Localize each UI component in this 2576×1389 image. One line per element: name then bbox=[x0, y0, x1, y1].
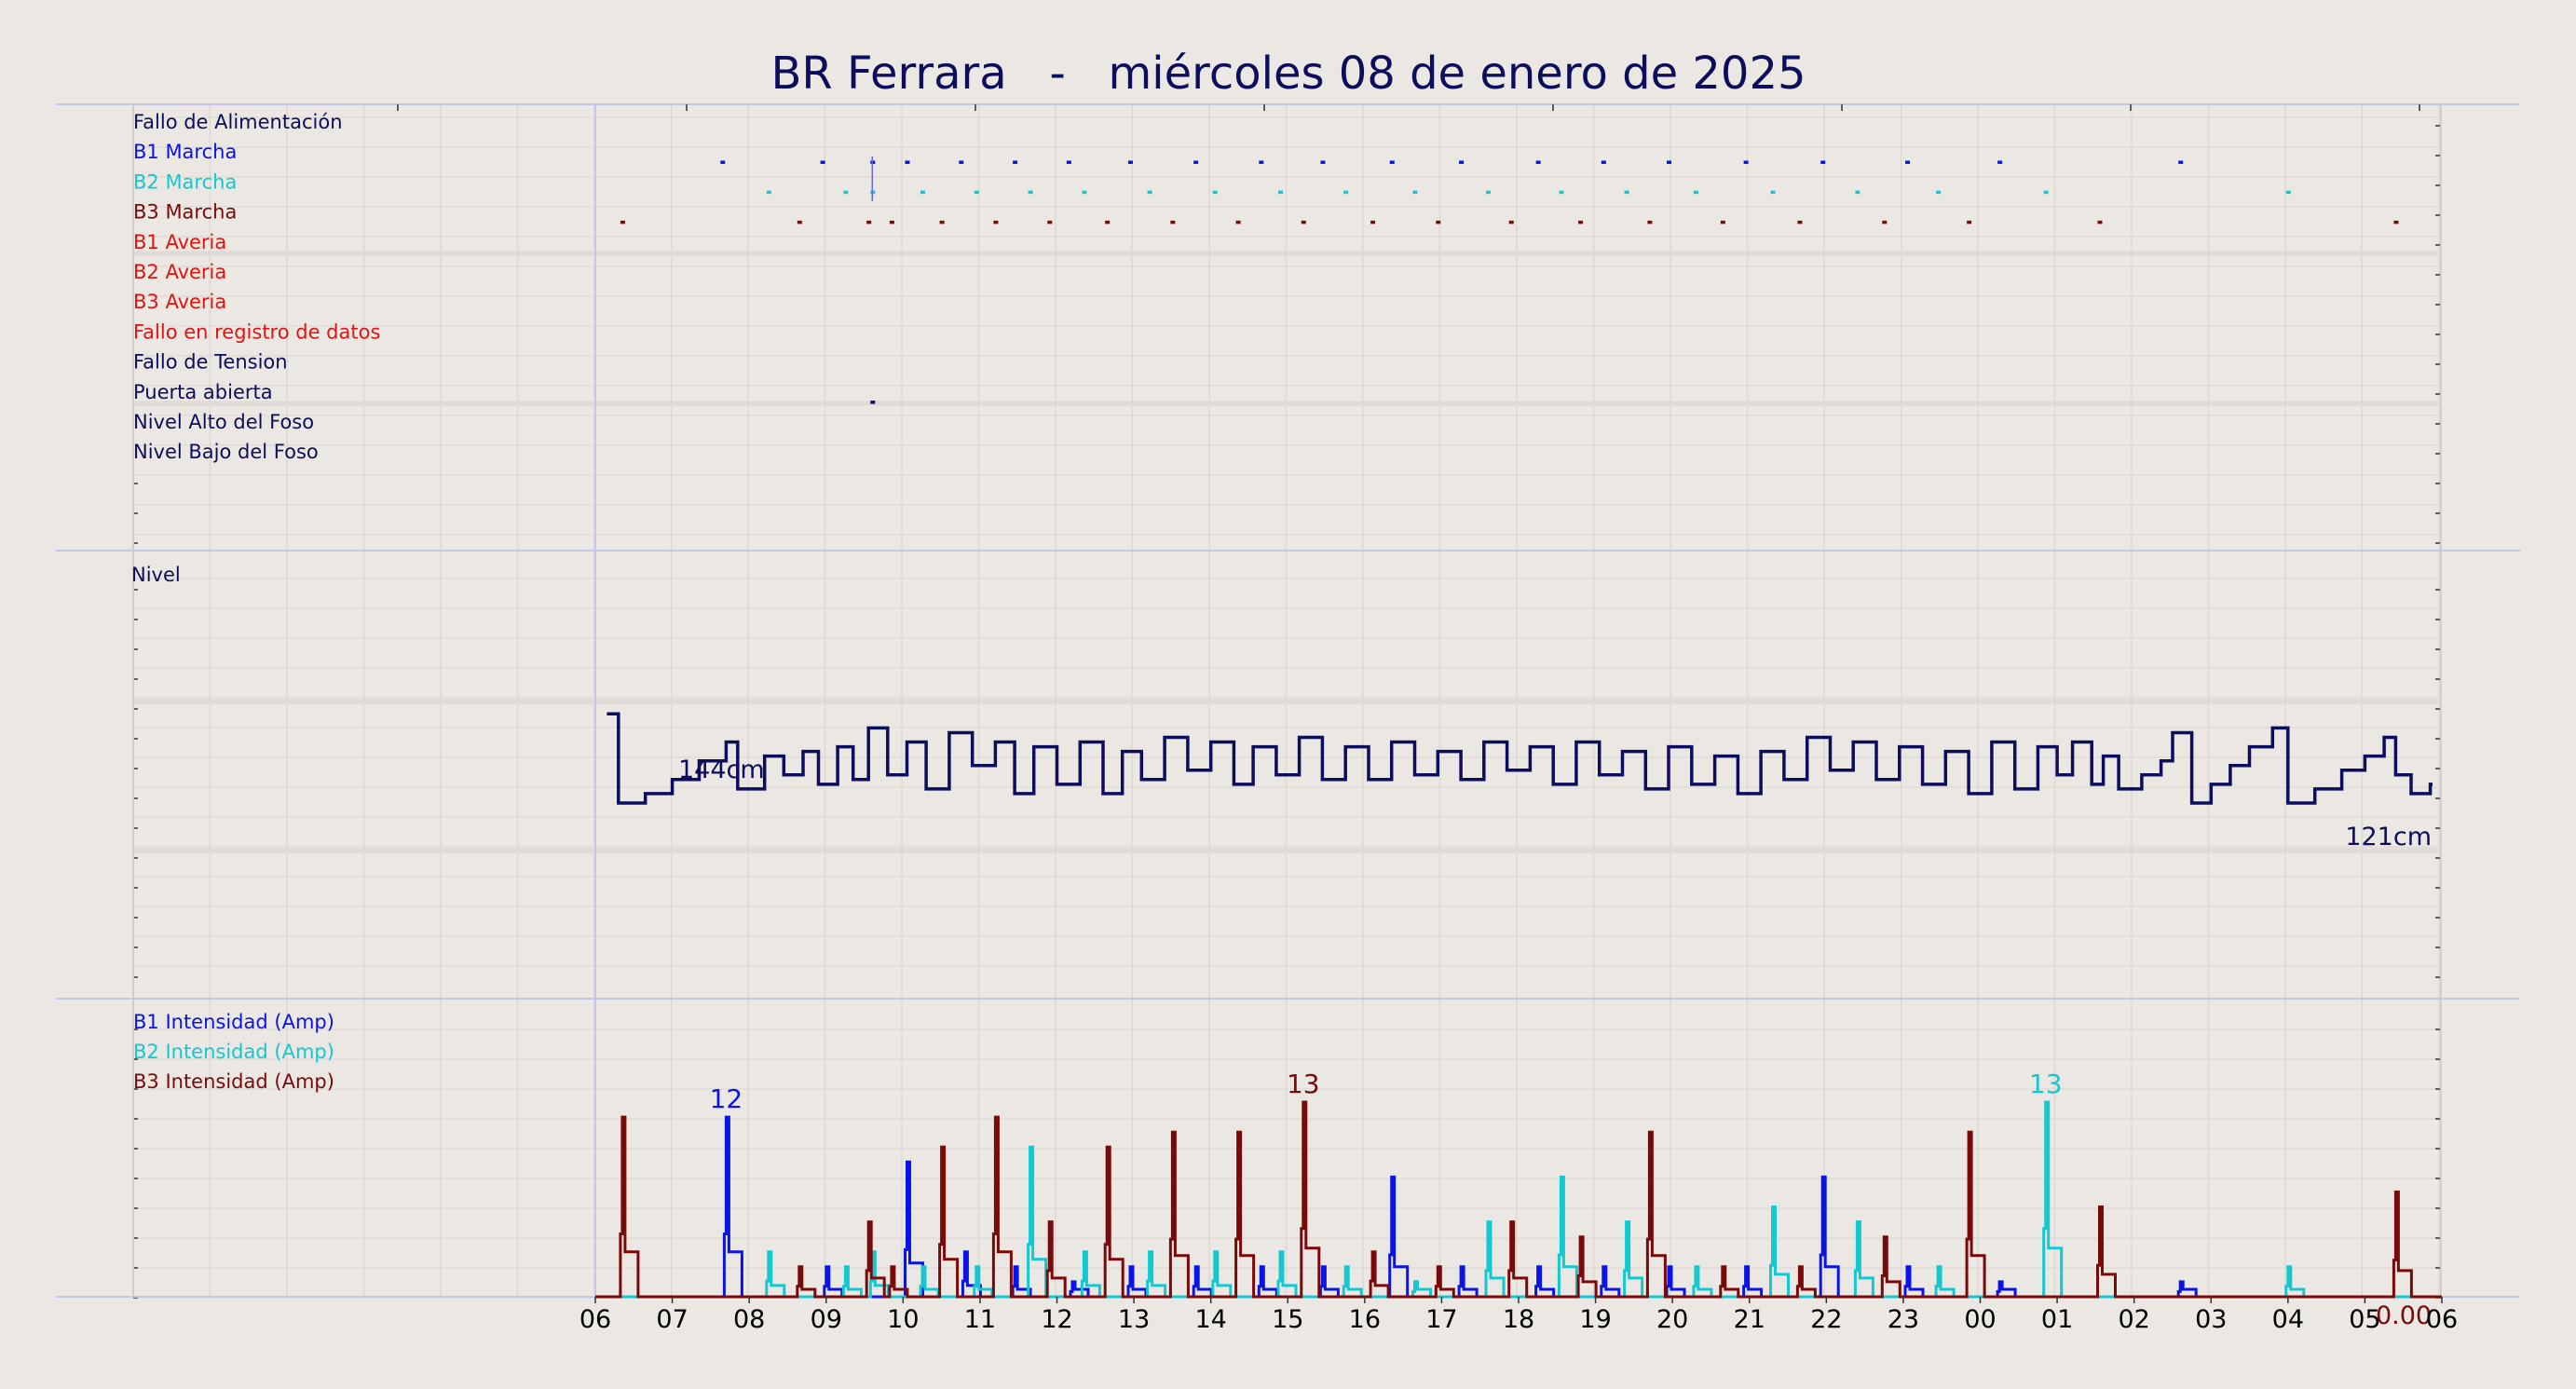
event-row-label: Fallo de Alimentación bbox=[133, 111, 343, 133]
event-row-label: Fallo en registro de datos bbox=[133, 320, 380, 343]
current-series-line bbox=[595, 1100, 2442, 1299]
chart-title: BR Ferrara - miércoles 08 de enero de 20… bbox=[770, 48, 1806, 100]
x-tick-label: 12 bbox=[1041, 1305, 1072, 1334]
current-legend-entry: B2 Intensidad (Amp) bbox=[133, 1041, 334, 1063]
current-legend-entry: B1 Intensidad (Amp) bbox=[133, 1011, 334, 1033]
level-line bbox=[607, 712, 2433, 805]
x-tick-label: 20 bbox=[1656, 1305, 1688, 1334]
event-row-label: Nivel Bajo del Foso bbox=[133, 441, 319, 463]
x-tick-label: 17 bbox=[1425, 1305, 1457, 1334]
x-tick-label: 09 bbox=[811, 1305, 842, 1334]
level-label: Nivel bbox=[131, 564, 181, 586]
x-tick-label: 18 bbox=[1503, 1305, 1534, 1334]
current-peak-label: 13 bbox=[2029, 1069, 2063, 1099]
x-tick-label: 05 bbox=[2349, 1305, 2380, 1334]
current-end-label: 0.00 bbox=[2376, 1301, 2432, 1330]
x-tick-label: 04 bbox=[2272, 1305, 2304, 1334]
current-peak-label: 12 bbox=[710, 1083, 743, 1114]
event-row-label: B1 Averia bbox=[133, 231, 226, 253]
x-tick-label: 14 bbox=[1194, 1305, 1226, 1334]
x-tick-label: 02 bbox=[2118, 1305, 2149, 1334]
x-tick-label: 19 bbox=[1579, 1305, 1611, 1334]
event-row-label: Nivel Alto del Foso bbox=[133, 411, 314, 433]
event-row-label: B3 Averia bbox=[133, 291, 226, 313]
current-legend-entry: B3 Intensidad (Amp) bbox=[133, 1070, 334, 1093]
x-tick-label: 06 bbox=[579, 1305, 611, 1334]
current-peak-label: 13 bbox=[1287, 1069, 1320, 1099]
x-tick-label: 23 bbox=[1888, 1305, 1919, 1334]
x-tick-label: 15 bbox=[1272, 1305, 1303, 1334]
level-start-annotation: 144cm bbox=[678, 756, 765, 784]
x-tick-label: 10 bbox=[887, 1305, 919, 1334]
current-series-line bbox=[595, 1100, 2442, 1299]
x-tick-label: 21 bbox=[1734, 1305, 1765, 1334]
event-row-label: B2 Marcha bbox=[133, 170, 237, 193]
x-tick-label: 16 bbox=[1349, 1305, 1381, 1334]
event-row-label: Fallo de Tension bbox=[133, 351, 288, 374]
event-row-label: B1 Marcha bbox=[133, 141, 237, 163]
x-tick-label: 06 bbox=[2426, 1305, 2458, 1334]
event-row-label: B3 Marcha bbox=[133, 201, 237, 224]
x-tick-label: 13 bbox=[1118, 1305, 1150, 1334]
current-panel: B1 Intensidad (Amp) B2 Intensidad (Amp) B3… bbox=[133, 1011, 2442, 1330]
x-tick-label: 22 bbox=[1810, 1305, 1842, 1334]
x-axis: 06 07 08 09 10 11 12 13 14 15 16 17 18 19 20 21 22 23 00 01… bbox=[579, 1297, 2458, 1334]
x-tick-label: 11 bbox=[964, 1305, 996, 1334]
x-tick-label: 01 bbox=[2041, 1305, 2073, 1334]
events-panel: Fallo de Alimentación B1 Marcha B2 Marcha B… bbox=[133, 111, 2399, 463]
event-row-label: Puerta abierta bbox=[133, 381, 273, 403]
level-panel: Nivel 144cm 121cm bbox=[131, 564, 2433, 851]
x-tick-label: 07 bbox=[656, 1305, 688, 1334]
event-row-label: B2 Averia bbox=[133, 261, 226, 283]
x-tick-label: 08 bbox=[733, 1305, 765, 1334]
x-tick-label: 03 bbox=[2195, 1305, 2227, 1334]
level-end-annotation: 121cm bbox=[2345, 823, 2432, 851]
x-tick-label: 00 bbox=[1964, 1305, 1996, 1334]
